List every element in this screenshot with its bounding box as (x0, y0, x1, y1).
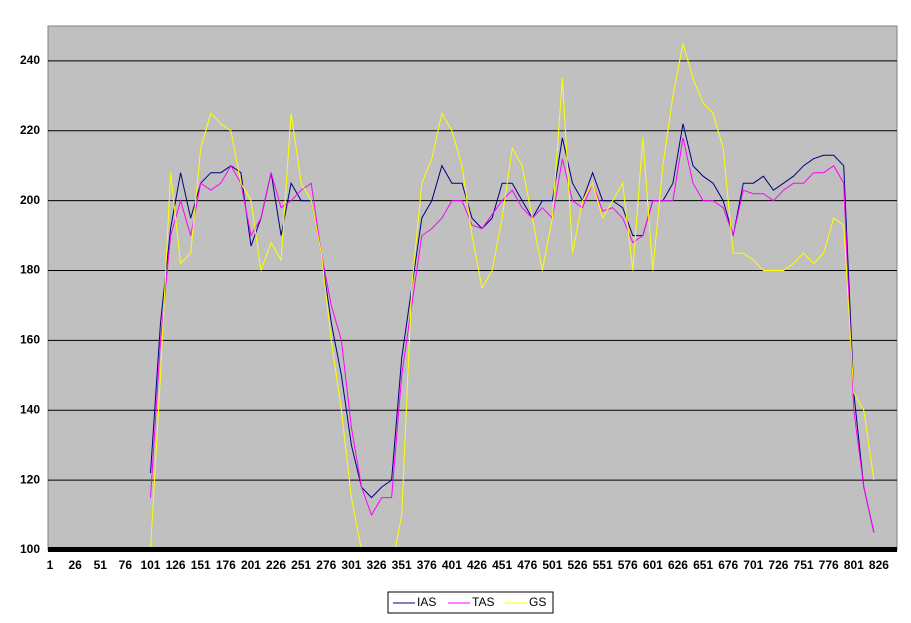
x-tick-label: 326 (367, 558, 387, 572)
y-tick-label: 240 (20, 53, 40, 67)
x-tick-label: 401 (442, 558, 462, 572)
legend: IAS TAS GS (387, 591, 554, 614)
x-tick-label: 601 (643, 558, 663, 572)
x-tick-label: 501 (542, 558, 562, 572)
x-axis (48, 547, 897, 552)
y-tick-label: 180 (20, 263, 40, 277)
x-tick-label: 751 (794, 558, 814, 572)
x-tick-label: 351 (392, 558, 412, 572)
x-tick-label: 176 (216, 558, 236, 572)
series-line (150, 43, 875, 550)
series-line (150, 137, 875, 533)
x-tick-label: 76 (119, 558, 133, 572)
x-tick-label: 126 (166, 558, 186, 572)
x-tick-label: 451 (492, 558, 512, 572)
y-tick-label: 120 (20, 472, 40, 486)
y-tick-label: 200 (20, 193, 40, 207)
x-tick-label: 426 (467, 558, 487, 572)
x-tick-label: 251 (291, 558, 311, 572)
x-tick-label: 301 (341, 558, 361, 572)
x-tick-label: 376 (417, 558, 437, 572)
legend-label: TAS (472, 595, 494, 609)
y-tick-label: 100 (20, 542, 40, 556)
x-tick-label: 776 (819, 558, 839, 572)
y-tick-label: 220 (20, 123, 40, 137)
x-tick-label: 26 (68, 558, 82, 572)
x-tick-label: 826 (869, 558, 889, 572)
legend-label: GS (529, 595, 546, 609)
legend-box (387, 591, 554, 614)
x-tick-label: 551 (593, 558, 613, 572)
x-tick-label: 226 (266, 558, 286, 572)
x-tick-label: 151 (191, 558, 211, 572)
y-tick-label: 140 (20, 402, 40, 416)
x-tick-label: 726 (768, 558, 788, 572)
x-tick-label: 676 (718, 558, 738, 572)
x-tick-label: 51 (94, 558, 108, 572)
x-tick-label: 651 (693, 558, 713, 572)
x-tick-label: 276 (316, 558, 336, 572)
plot-area (47, 25, 898, 551)
x-tick-label: 201 (241, 558, 261, 572)
y-tick-label: 160 (20, 333, 40, 347)
x-tick-label: 526 (567, 558, 587, 572)
x-tick-label: 101 (140, 558, 160, 572)
x-tick-label: 1 (47, 558, 54, 572)
x-tick-label: 701 (743, 558, 763, 572)
x-tick-label: 626 (668, 558, 688, 572)
legend-label: IAS (417, 595, 436, 609)
x-tick-label: 576 (618, 558, 638, 572)
x-tick-label: 476 (517, 558, 537, 572)
x-tick-label: 801 (844, 558, 864, 572)
